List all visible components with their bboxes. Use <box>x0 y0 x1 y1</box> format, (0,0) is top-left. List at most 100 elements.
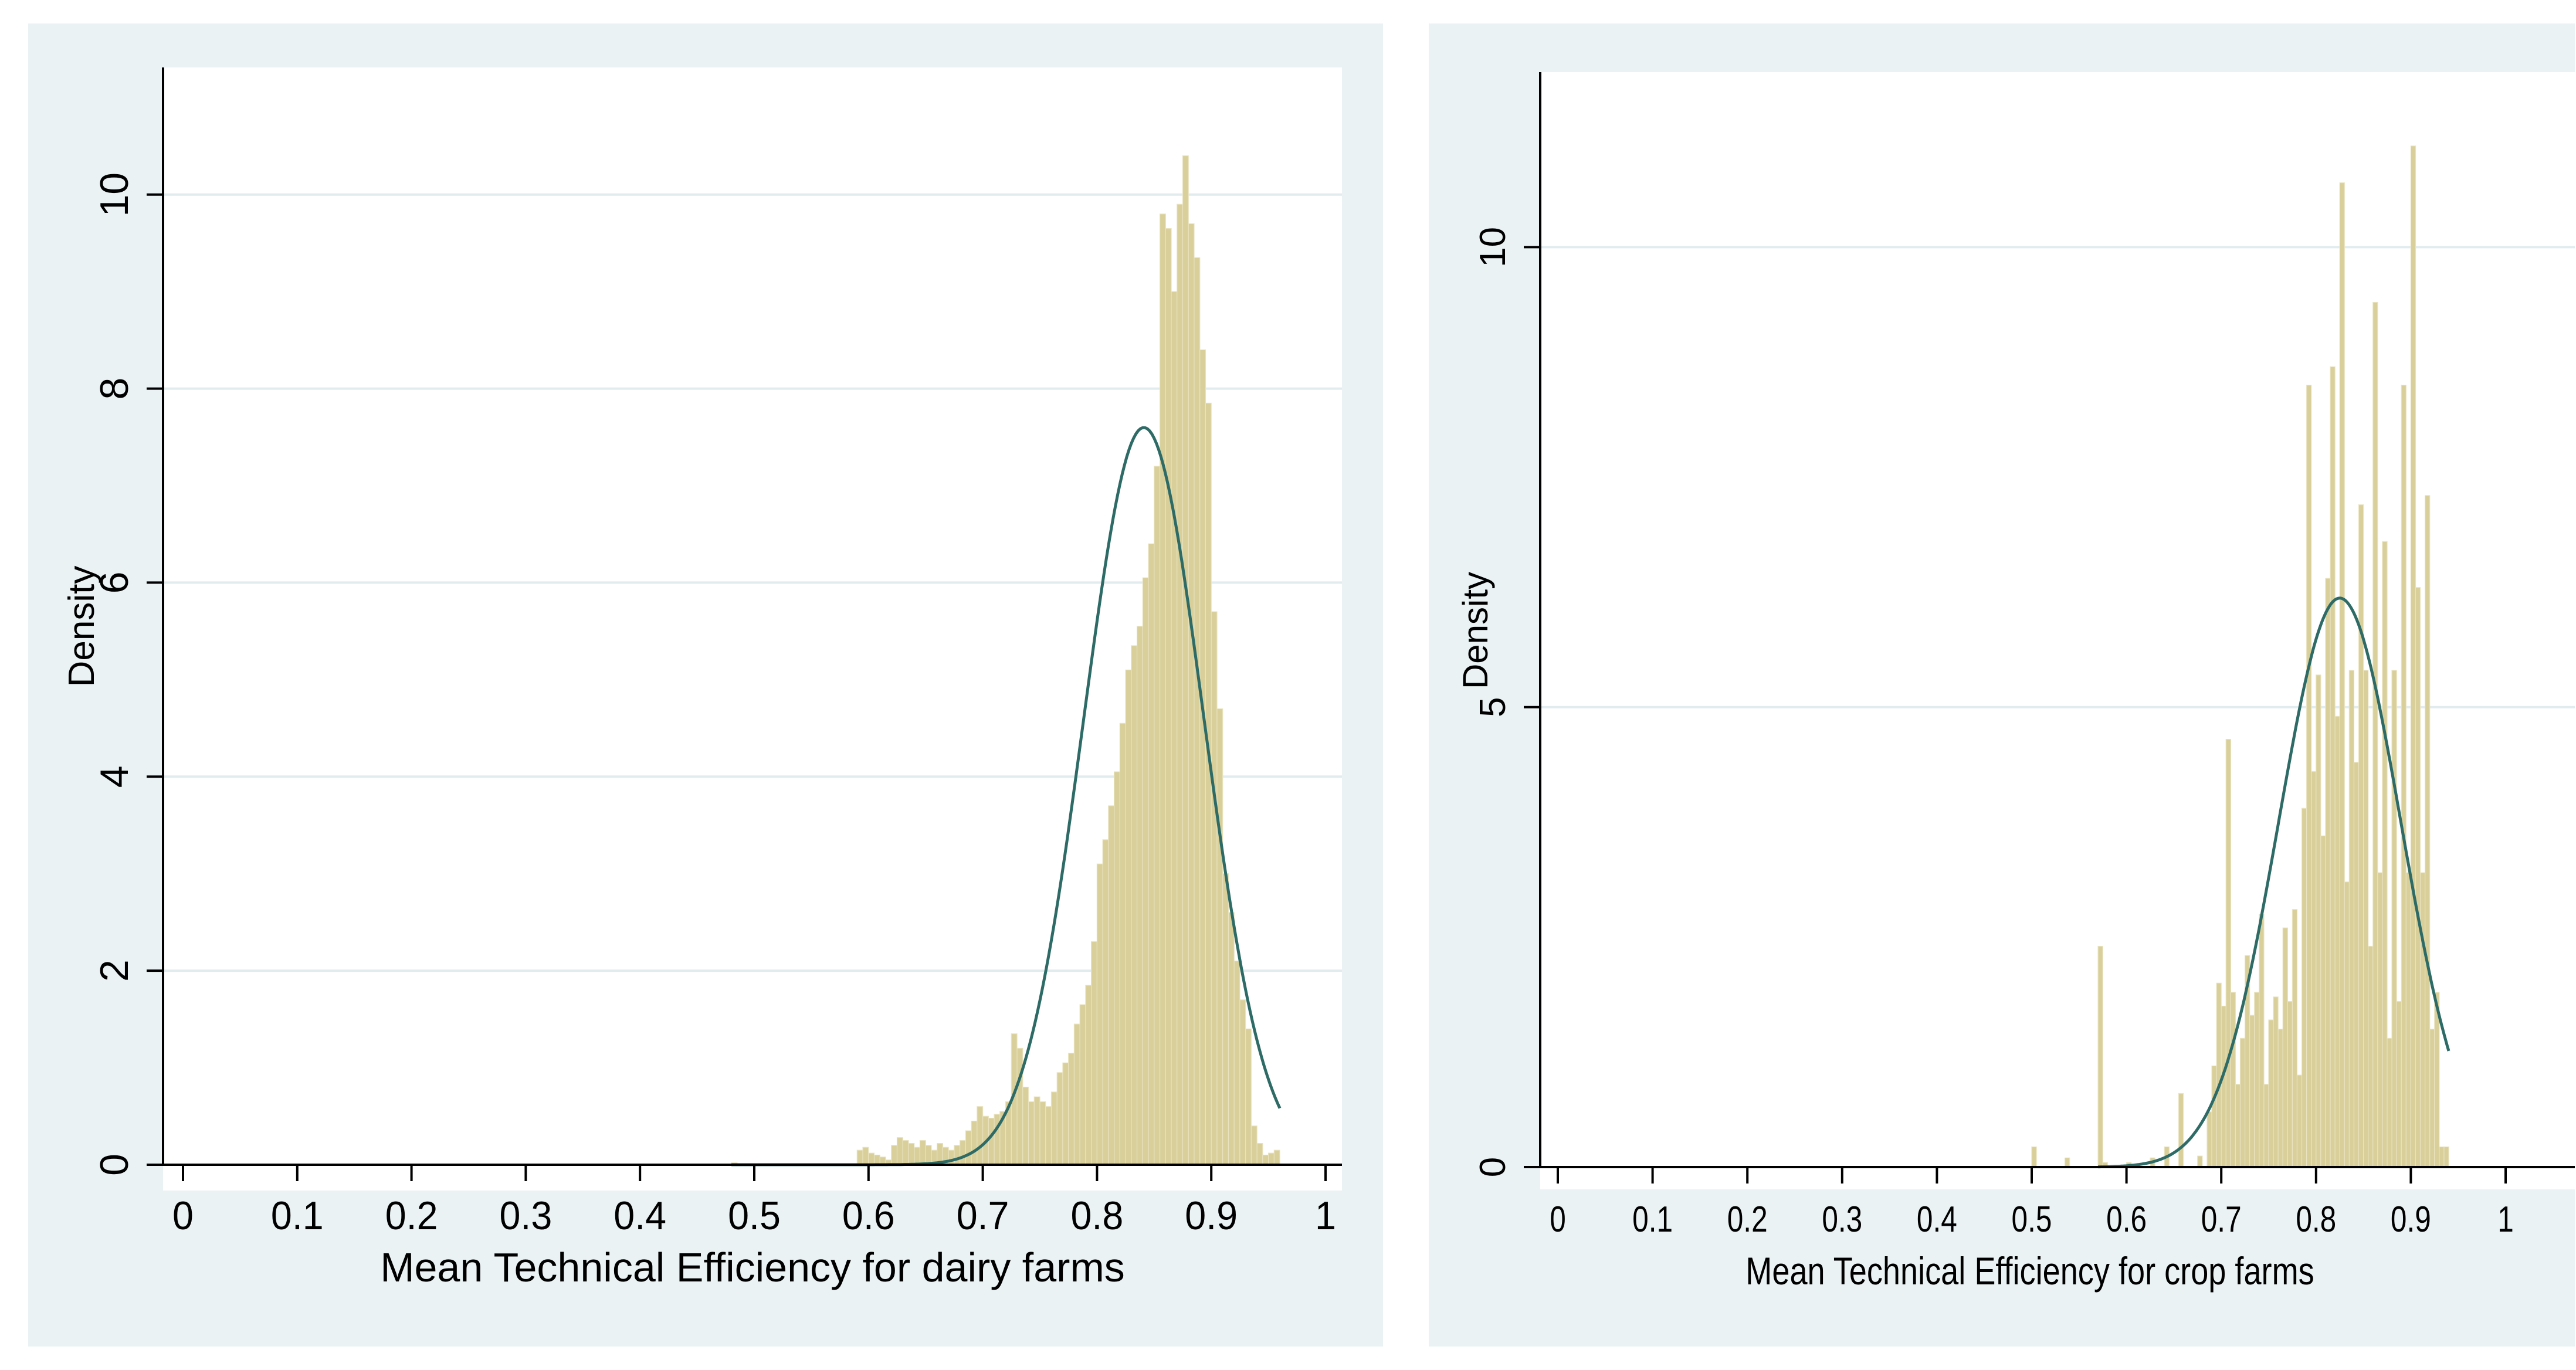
histogram-bar <box>902 1140 909 1165</box>
histogram-bar <box>2282 927 2288 1168</box>
x-tick-label: 0.1 <box>271 1194 324 1239</box>
y-tick-label: 4 <box>92 765 137 788</box>
histogram-bar <box>2316 674 2321 1168</box>
histogram-bar <box>1142 577 1149 1165</box>
histogram-bar <box>919 1140 926 1165</box>
histogram-bar <box>2443 1146 2449 1168</box>
histogram-bar <box>1068 1053 1075 1165</box>
histogram-bar <box>1079 1004 1086 1165</box>
x-tick-label: 0.4 <box>1917 1199 1957 1240</box>
histogram-bar <box>862 1147 869 1165</box>
histogram-bar <box>1256 1143 1263 1165</box>
histogram-bar <box>988 1117 995 1165</box>
x-tick-label: 0.2 <box>385 1194 438 1239</box>
histogram-bar <box>2419 872 2426 1168</box>
x-tick-label: 0.5 <box>728 1194 781 1239</box>
histogram-bar <box>971 1120 978 1165</box>
histogram-bar <box>2334 715 2340 1168</box>
x-tick-label: 0 <box>172 1194 194 1239</box>
histogram-bar <box>2325 578 2331 1168</box>
histogram-bar <box>925 1145 932 1165</box>
histogram-bar <box>1165 228 1172 1165</box>
histogram-bar <box>2358 504 2364 1168</box>
x-tick-label: 0.9 <box>2391 1199 2431 1240</box>
histogram-bar <box>1073 1023 1080 1165</box>
histogram-bar <box>1022 1087 1029 1165</box>
histogram-bar <box>1085 985 1092 1165</box>
x-axis-title: Mean Technical Efficiency for crop farms <box>1745 1249 2314 1293</box>
x-tick-label: 0.4 <box>614 1194 666 1239</box>
histogram-bar <box>1222 873 1229 1165</box>
histogram-bar <box>1154 466 1161 1165</box>
histogram-bar <box>2178 1093 2184 1168</box>
crop-chart-panel: 0 0.1 0.2 0.3 0.4 0.5 0.6 0.7 0.8 0.9 1 0 5 10 Mean T… <box>1429 23 2575 1347</box>
histogram-bar <box>2301 808 2307 1168</box>
histogram-bar <box>1216 708 1223 1165</box>
histogram-bar <box>1102 839 1109 1165</box>
histogram-bar <box>868 1152 875 1165</box>
histogram-bar <box>856 1149 863 1165</box>
histogram-bar <box>977 1106 984 1165</box>
histogram-bar <box>2410 145 2416 1168</box>
histogram-bar <box>1062 1062 1069 1165</box>
histogram-bar <box>1119 723 1126 1165</box>
histogram-bar <box>2339 182 2345 1168</box>
normal-density-curve <box>2098 596 2450 1169</box>
histogram-bar <box>948 1149 955 1165</box>
histogram-bar <box>1205 402 1212 1165</box>
histogram-bar <box>2273 996 2279 1168</box>
x-tick-label: 0.3 <box>1822 1199 1862 1240</box>
y-tick-label: 0 <box>92 1154 137 1176</box>
histogram-bar <box>1268 1152 1275 1165</box>
x-tick-label: 0.6 <box>842 1194 895 1239</box>
histogram-bar <box>2311 771 2317 1168</box>
histogram-bar <box>2287 1001 2293 1168</box>
histogram-bar <box>2206 1111 2212 1168</box>
histogram-bar <box>2031 1146 2037 1168</box>
x-tick-label: 0.1 <box>1632 1199 1673 1240</box>
histogram-bar <box>2320 835 2326 1168</box>
histogram-bar <box>2097 945 2103 1168</box>
x-tick-label: 0.9 <box>1185 1194 1238 1239</box>
histogram-bar <box>2387 1037 2392 1168</box>
x-tick-label: 1 <box>1315 1194 1336 1239</box>
histogram-bar <box>2225 739 2231 1168</box>
histogram-bar <box>1239 999 1246 1165</box>
histogram-bar <box>1194 257 1201 1165</box>
histogram-bar <box>2259 914 2265 1168</box>
histogram-bar <box>1050 1091 1057 1165</box>
histogram-bar <box>965 1130 972 1165</box>
histogram-bar <box>2401 385 2406 1168</box>
histogram-bar <box>2197 1155 2203 1168</box>
histogram-bar <box>2429 1029 2435 1168</box>
y-axis-title: Density <box>1456 572 1495 689</box>
histogram-bar <box>1096 863 1103 1165</box>
histogram-bar <box>1188 223 1195 1165</box>
histogram-bar <box>1245 1028 1252 1165</box>
histogram-bar <box>1177 204 1184 1165</box>
histogram-bar <box>2353 762 2360 1168</box>
x-tick-label: 0.7 <box>957 1194 1009 1239</box>
histogram-bar <box>2292 909 2298 1168</box>
histogram-bar <box>2425 495 2431 1168</box>
y-tick-label: 5 <box>1473 697 1513 717</box>
histogram-bar <box>1091 941 1098 1165</box>
histogram-bar <box>2391 670 2397 1168</box>
histogram-bar <box>2330 366 2336 1168</box>
histogram-bar <box>1108 805 1115 1165</box>
x-tick-label: 0.7 <box>2201 1199 2242 1240</box>
histogram-bar <box>2254 992 2260 1168</box>
histogram-bar <box>2377 872 2383 1168</box>
histogram-bar <box>2439 1146 2445 1168</box>
histogram-bar <box>2405 872 2411 1168</box>
histogram-bar <box>2296 1074 2303 1168</box>
histogram-bar <box>2064 1157 2070 1168</box>
y-tick-label: 2 <box>92 959 137 982</box>
x-tick-label: 0.3 <box>500 1194 553 1239</box>
histogram-bar <box>2268 1019 2274 1168</box>
histogram-bar <box>1182 155 1189 1165</box>
y-tick-label: 10 <box>1473 227 1513 267</box>
histogram-bar <box>1136 626 1143 1165</box>
histogram-bar <box>994 1114 1001 1165</box>
histogram-bar <box>2348 670 2355 1168</box>
